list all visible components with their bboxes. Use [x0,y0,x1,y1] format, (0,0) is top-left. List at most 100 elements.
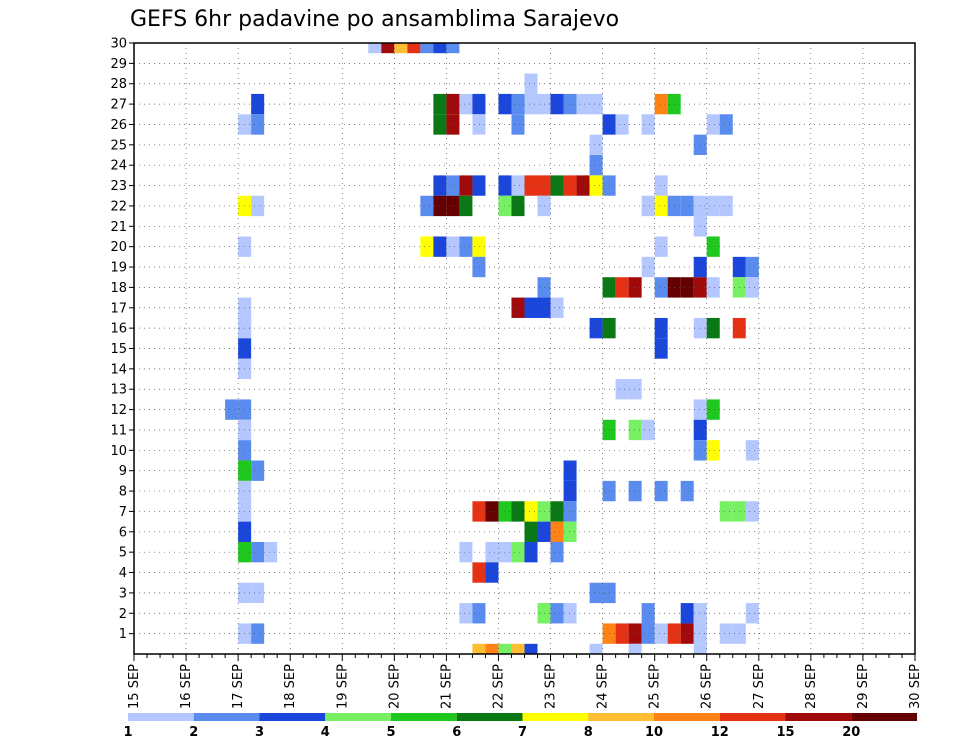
colorbar-segment [851,713,917,721]
data-cell [615,114,629,135]
data-cell [511,643,525,654]
colorbar-label: 8 [584,725,593,740]
y-tick-label: 29 [110,57,127,72]
colorbar-segment [259,713,326,721]
colorbar-label: 12 [711,725,729,740]
y-tick-label: 17 [110,301,127,316]
data-cell [706,317,720,339]
y-tick-label: 14 [110,362,127,377]
data-cell [251,114,265,135]
colorbar-segment [193,713,260,721]
data-cell [511,114,525,135]
data-cell [251,623,265,644]
y-tick-label: 11 [110,423,127,438]
data-cell [628,480,642,502]
y-tick-label: 20 [110,240,127,255]
data-cell [381,43,395,54]
data-cell [524,501,538,522]
data-cell [680,480,694,502]
data-cell [459,175,473,196]
colorbar-label: 1 [123,725,132,740]
data-cell [641,419,655,441]
data-cell [563,603,577,624]
colorbar-segment [128,713,194,721]
data-cell [550,501,564,522]
y-tick-label: 22 [110,199,127,214]
data-cell [459,195,473,217]
data-cell [472,603,486,624]
x-tick-label: 24 SEP [596,664,611,709]
data-cell [459,541,473,563]
data-cell [576,93,590,115]
y-tick-label: 8 [119,485,127,500]
data-cell [693,216,707,237]
data-cell [472,501,486,522]
y-tick-label: 12 [110,403,127,418]
colorbar-label: 6 [452,725,461,740]
data-cell [550,521,564,542]
data-cell [511,93,525,115]
data-cell [589,155,603,176]
chart-title: GEFS 6hr padavine po ansamblima Sarajevo [130,7,619,32]
colorbar-label: 5 [386,725,395,740]
data-cell [550,93,564,115]
data-cell [511,195,525,217]
data-cell [719,114,733,135]
data-cell [472,114,486,135]
y-tick-label: 30 [110,37,127,52]
y-tick-label: 10 [110,444,127,459]
data-cell [563,460,577,481]
data-cell [589,317,603,339]
data-cell [446,175,460,196]
data-cell [706,399,720,420]
data-cell [693,623,707,644]
colorbar-label: 10 [645,725,663,740]
data-cell [693,134,707,156]
data-cell [251,582,265,604]
data-cell [641,114,655,135]
y-tick-label: 27 [110,98,127,113]
data-cell [641,256,655,278]
data-cell [511,297,525,318]
data-cell [589,582,603,604]
data-cell [680,195,694,217]
data-cell [589,134,603,156]
colorbar-segment [456,713,523,721]
x-tick-label: 29 SEP [856,664,871,709]
data-cell [641,623,655,644]
y-tick-label: 9 [119,464,127,479]
data-cell [693,603,707,624]
data-cell [394,43,408,54]
x-tick-label: 27 SEP [752,664,767,709]
data-cell [628,419,642,441]
data-cell [693,317,707,339]
data-cell [446,43,460,54]
data-cell [368,43,382,54]
y-tick-label: 7 [119,505,127,520]
x-tick-label: 19 SEP [335,664,350,709]
colorbar-segment [325,713,391,721]
data-cell [654,480,668,502]
data-cell [719,501,733,522]
data-cell [524,73,538,94]
data-cell [589,93,603,115]
x-tick-label: 22 SEP [491,664,506,709]
grid-lines [134,42,915,654]
data-cell [251,460,265,481]
x-tick-label: 21 SEP [439,664,454,709]
data-cell [550,175,564,196]
data-cell [680,623,694,644]
data-cell [485,501,499,522]
y-tick-label: 24 [110,159,127,174]
data-cell [680,603,694,624]
data-cell [524,175,538,196]
data-cell [615,277,629,298]
colorbar-segment [785,713,852,721]
data-cell [550,603,564,624]
x-tick-label: 18 SEP [283,664,298,709]
data-cell [563,521,577,542]
x-tick-label: 17 SEP [231,664,246,709]
data-cell [693,195,707,217]
data-cell [719,623,733,644]
data-cell [472,236,486,257]
